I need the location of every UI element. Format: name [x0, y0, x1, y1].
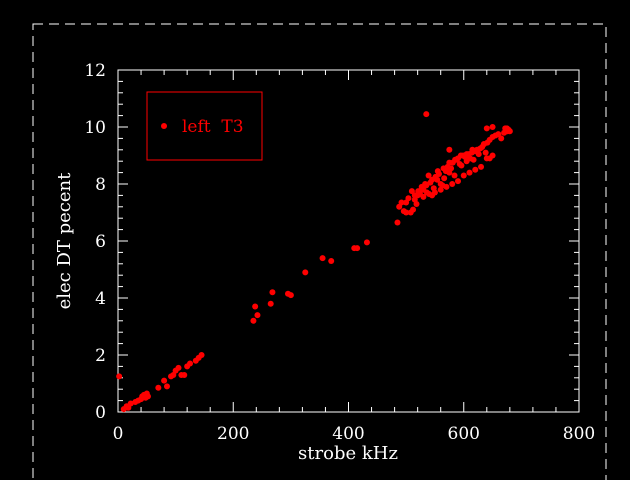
data-point	[498, 135, 505, 142]
data-point	[414, 192, 421, 199]
data-point	[354, 245, 361, 252]
data-point	[449, 181, 456, 187]
data-point	[480, 141, 487, 148]
data-point	[475, 146, 482, 153]
data-point	[181, 371, 188, 378]
y-tick-label: 12	[84, 61, 106, 81]
axis-ticks	[117, 69, 580, 413]
data-point	[155, 384, 162, 391]
data-point	[302, 269, 309, 276]
data-point	[466, 169, 473, 176]
x-tick-label: 600	[448, 424, 480, 444]
data-point	[403, 199, 410, 206]
y-axis-label: elec DT pecent	[54, 172, 75, 310]
data-point	[443, 183, 450, 190]
data-point	[287, 292, 294, 299]
data-point	[458, 162, 465, 169]
data-point	[267, 300, 274, 307]
data-point	[452, 156, 459, 163]
data-point	[328, 257, 335, 264]
data-point	[489, 124, 496, 130]
x-tick-label: 400	[332, 424, 364, 444]
data-point	[472, 166, 479, 173]
data-point	[410, 206, 417, 213]
data-point	[127, 400, 134, 407]
data-point	[394, 219, 401, 226]
data-point	[198, 352, 205, 358]
y-tick-label: 10	[84, 118, 106, 138]
data-point	[460, 172, 467, 179]
data-point	[502, 125, 509, 132]
data-point	[254, 312, 261, 319]
data-point	[448, 165, 455, 172]
data-point	[463, 151, 470, 158]
legend-marker	[161, 123, 167, 129]
data-point	[398, 199, 405, 206]
data-point	[437, 186, 444, 193]
x-tick-labels: 0 200 400 600 800	[113, 424, 596, 444]
data-point	[161, 377, 168, 384]
data-point	[363, 239, 370, 246]
data-points	[116, 111, 513, 413]
data-point	[426, 190, 433, 197]
data-point	[319, 255, 326, 262]
x-tick-label: 800	[563, 424, 595, 444]
y-tick-label: 2	[95, 346, 106, 366]
legend-label: left T3	[182, 117, 244, 137]
data-point	[411, 196, 418, 203]
data-point	[457, 152, 464, 159]
x-tick-label: 200	[217, 424, 249, 444]
data-point	[470, 156, 477, 163]
data-point	[420, 193, 427, 200]
x-axis-label: strobe kHz	[298, 443, 398, 464]
y-tick-labels: 0 2 4 6 8 10 12	[84, 61, 106, 423]
data-point	[144, 393, 151, 400]
data-point	[451, 172, 458, 179]
data-point	[478, 163, 485, 170]
data-point	[482, 149, 489, 156]
y-tick-label: 0	[95, 403, 106, 423]
data-point	[425, 172, 432, 179]
data-point	[495, 131, 502, 138]
data-point	[175, 364, 182, 371]
data-point	[163, 383, 170, 390]
x-tick-label: 0	[113, 424, 124, 444]
data-point	[434, 168, 441, 175]
legend: left T3	[146, 91, 263, 161]
data-point	[187, 360, 194, 367]
data-point	[486, 155, 493, 162]
data-point	[250, 317, 257, 324]
data-point	[423, 182, 430, 189]
data-point	[469, 146, 476, 153]
outer-dashed-frame	[32, 23, 607, 480]
data-point	[446, 146, 453, 153]
data-point	[116, 373, 123, 380]
y-tick-label: 6	[95, 232, 106, 252]
y-tick-label: 4	[95, 289, 106, 309]
data-point	[252, 303, 259, 310]
y-tick-label: 8	[95, 175, 106, 195]
data-point	[423, 111, 430, 118]
data-point	[431, 189, 438, 196]
data-point	[434, 176, 441, 183]
legend-box	[146, 91, 263, 161]
data-point	[483, 125, 490, 132]
data-point	[446, 159, 453, 166]
data-point	[269, 289, 276, 296]
data-point	[429, 176, 436, 183]
data-point	[403, 209, 410, 216]
data-point	[441, 175, 448, 182]
data-point	[408, 188, 415, 195]
data-point	[454, 178, 461, 185]
data-point	[440, 165, 447, 172]
